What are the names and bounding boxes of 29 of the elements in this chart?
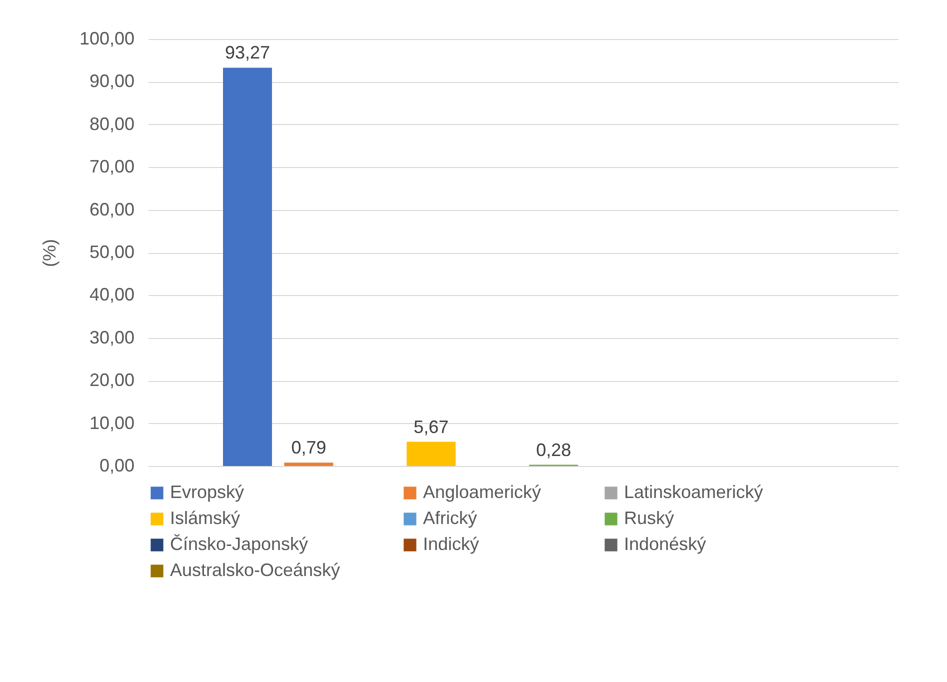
y-tick-label: 40,00	[89, 284, 134, 305]
y-tick-label: 0,00	[99, 456, 134, 476]
legend-label: Indonéský	[624, 534, 706, 554]
y-tick-label: 90,00	[89, 71, 134, 92]
legend-label: Indický	[423, 534, 480, 554]
data-label: 5,67	[414, 416, 449, 437]
legend-label: Ruský	[624, 508, 674, 528]
legend-label: Islámský	[170, 508, 240, 528]
y-tick-label: 100,00	[79, 28, 134, 48]
legend-label: Latinskoamerický	[624, 482, 764, 502]
y-tick-label: 50,00	[89, 242, 134, 262]
bar	[223, 68, 272, 466]
data-label: 93,27	[224, 42, 270, 63]
y-tick-label: 20,00	[89, 370, 134, 390]
y-tick-label: 10,00	[89, 412, 134, 433]
y-tick-label: 80,00	[89, 114, 134, 134]
legend-label: Africký	[423, 508, 477, 528]
y-tick-label: 30,00	[89, 327, 134, 348]
bar	[406, 442, 456, 466]
data-label: 0,28	[536, 440, 572, 460]
y-tick-label: 70,00	[89, 156, 134, 177]
y-axis-title: (%)	[39, 239, 60, 267]
legend-label: Čínsko-Japonský	[170, 534, 308, 554]
bar	[284, 462, 334, 466]
legend-label: Evropský	[170, 482, 244, 502]
legend-label: Angloamerický	[423, 482, 542, 502]
legend-label: Australsko-Oceánský	[170, 560, 340, 580]
y-tick-label: 60,00	[89, 199, 134, 220]
data-label: 0,79	[291, 438, 326, 458]
